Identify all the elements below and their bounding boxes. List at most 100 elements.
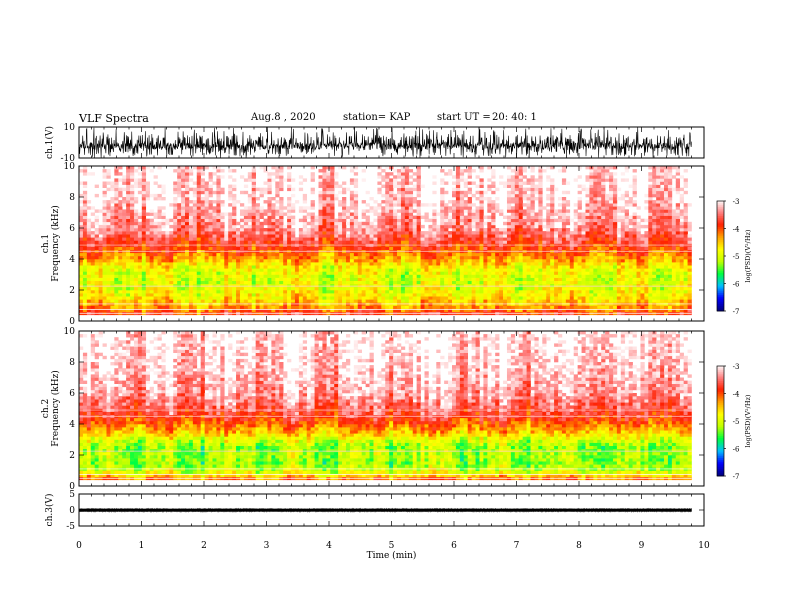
psd-cell [314,262,319,266]
psd-cell [204,200,209,204]
psd-cell [279,252,284,257]
psd-cell [514,172,520,176]
psd-cell [279,172,284,176]
psd-cell [200,296,205,300]
psd-cell [114,172,119,176]
psd-cell [357,305,362,309]
psd-cell [212,308,217,312]
psd-cell [534,283,539,288]
psd-cell [381,218,386,223]
psd-cell [224,308,229,312]
psd-cell [133,274,139,278]
psd-cell [412,197,417,201]
psd-cell [506,184,512,188]
psd-cell [98,286,103,291]
psd-cell [298,206,304,210]
psd-cell [279,293,284,297]
psd-cell [204,231,209,235]
psd-cell [263,293,268,297]
psd-cell [475,234,480,238]
psd-cell [98,252,103,257]
psd-cell [361,224,366,229]
psd-cell [330,175,335,179]
psd-cell [412,268,417,272]
psd-cell [185,271,190,275]
psd-cell [377,221,382,226]
psd-cell [428,262,433,266]
psd-cell [342,305,347,309]
psd-cell [463,237,469,241]
psd-cell [267,218,272,223]
psd-cell [165,218,170,223]
psd-cell [538,181,543,185]
psd-cell [283,290,288,294]
psd-cell [192,290,198,294]
psd-cell [188,286,194,291]
psd-cell [133,218,139,223]
psd-cell [455,265,461,269]
psd-cell [294,255,300,260]
psd-cell [239,265,245,269]
psd-cell [503,181,508,185]
psd-cell [275,262,280,266]
psd-cell [338,262,343,266]
psd-cell [542,277,547,281]
psd-cell [157,274,162,278]
psd-cell [373,255,378,260]
psd-cell [212,237,217,241]
psd-cell [122,212,127,216]
psd-cell [204,252,209,257]
psd-cell [114,178,119,182]
psd-cell [389,271,394,275]
psd-cell [161,190,166,195]
psd-cell [330,293,335,297]
psd-cell [212,268,217,272]
psd-cell [455,215,461,219]
psd-cell [118,231,123,235]
psd-cell [518,299,523,303]
psd-cell [302,299,308,303]
psd-cell [381,231,386,235]
psd-cell [247,240,253,244]
psd-cell [558,274,563,278]
psd-cell [106,203,111,207]
psd-cell [192,296,198,300]
psd-cell [349,206,355,210]
psd-cell [455,305,461,309]
psd-cell [550,308,555,312]
psd-cell [479,206,484,210]
psd-cell [318,240,323,244]
psd-cell [510,190,516,195]
psd-cell [263,187,268,192]
psd-cell [326,255,331,260]
psd-cell [255,283,260,288]
psd-cell [487,265,492,269]
psd-cell [510,299,516,303]
psd-cell [192,203,198,207]
psd-cell [342,240,347,244]
psd-cell [130,193,135,198]
psd-cell [444,293,449,297]
psd-cell [306,299,311,303]
psd-cell [208,255,213,260]
psd-cell [157,184,162,188]
psd-cell [220,169,225,173]
psd-cell [483,228,488,232]
psd-cell [188,271,194,275]
psd-cell [212,240,217,244]
psd-cell [275,268,280,272]
psd-cell [506,228,512,232]
psd-cell [106,259,111,263]
psd-cell [428,231,433,235]
psd-cell [326,172,331,176]
psd-cell [342,200,347,204]
psd-cell [130,262,135,266]
psd-cell [353,228,359,232]
psd-cell [243,290,249,294]
psd-cell [220,215,225,219]
psd-cell [79,209,84,213]
psd-cell [400,228,406,232]
psd-cell [404,221,410,226]
psd-cell [294,268,300,272]
psd-cell [357,274,362,278]
